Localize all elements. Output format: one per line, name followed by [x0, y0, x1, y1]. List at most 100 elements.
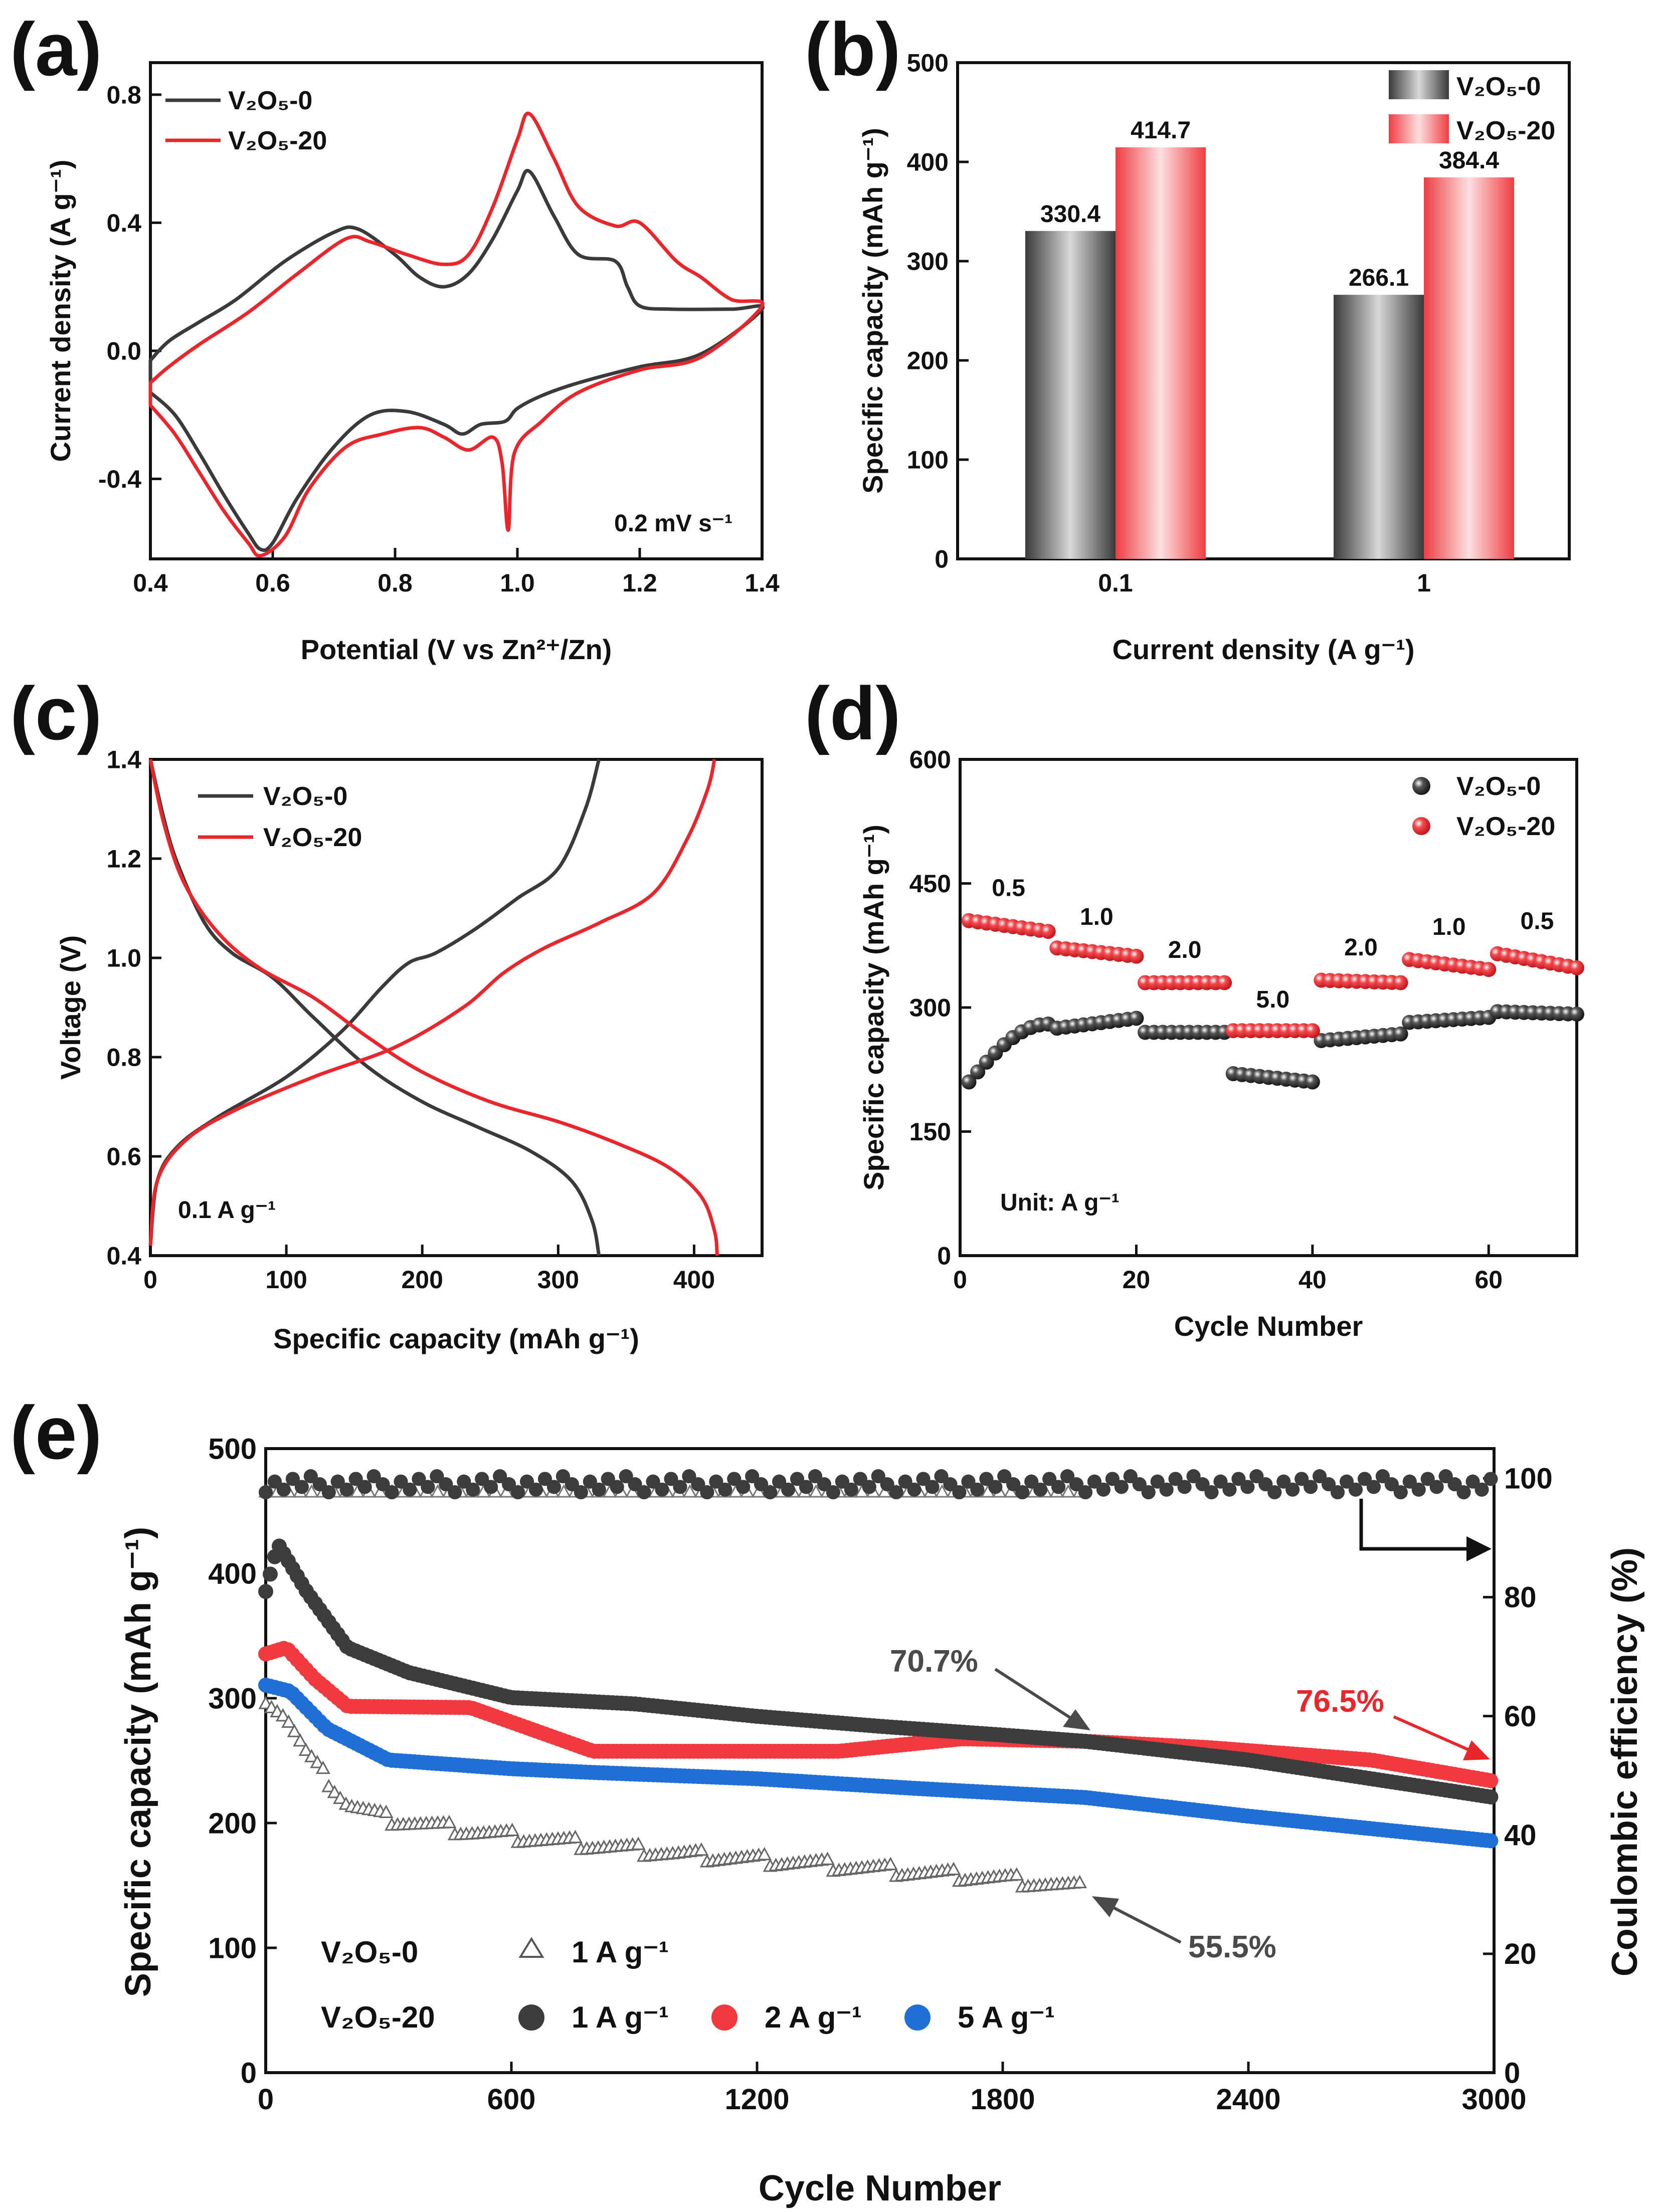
ce-point-1 — [267, 1474, 282, 1489]
bar-v2o5-0 — [1025, 231, 1116, 559]
rate-label: 5.0 — [1256, 986, 1289, 1013]
ce-point-1 — [574, 1485, 588, 1500]
panel-d-ylabel: Specific capacity (mAh g⁻¹) — [858, 825, 889, 1190]
x-tick-label: 2400 — [1216, 2083, 1280, 2116]
x-tick-label: 0.1 — [1098, 569, 1133, 597]
ce-point-1 — [1331, 1485, 1345, 1500]
y-tick-label: 400 — [907, 148, 949, 176]
rate-point-v2o5-20 — [1481, 962, 1497, 977]
x-tick-label: 200 — [402, 1266, 443, 1294]
ce-point-1 — [493, 1469, 507, 1484]
panel-d-series — [961, 913, 1584, 1090]
legend-marker-v2o5-0 — [1412, 777, 1430, 795]
panel-e-y2-axis-arrow — [1359, 1499, 1492, 1561]
capacity-point-0 — [442, 1815, 457, 1829]
legend-label-v2o5-20: V₂O₅-20 — [1456, 812, 1555, 841]
rate-point-v2o5-0 — [970, 1064, 986, 1080]
x-tick-label: 400 — [673, 1266, 715, 1294]
legend-swatch-v2o5-20 — [1389, 114, 1449, 143]
panel-a-series — [148, 111, 765, 558]
capacity-point-0 — [275, 1708, 290, 1722]
ce-point-1 — [1384, 1477, 1399, 1492]
panel-e-label: (e) — [10, 1390, 102, 1475]
legend-marker-v2o5-20-5a — [904, 2004, 931, 2031]
ce-point-1 — [1213, 1474, 1228, 1489]
panel-a-xlabel: Potential (V vs Zn²⁺/Zn) — [301, 634, 612, 665]
x-tick-label: 1.2 — [622, 569, 657, 597]
ce-point-1 — [871, 1469, 885, 1484]
bar-v2o5-20 — [1116, 147, 1206, 559]
legend-marker-v2o5-20-1a — [518, 2004, 544, 2031]
panel-c-legend: V₂O₅-0 V₂O₅-20 — [198, 782, 362, 852]
panel-c-ylabel: Voltage (V) — [55, 935, 86, 1080]
ce-point-1 — [394, 1474, 408, 1489]
bar-value-label: 414.7 — [1131, 117, 1191, 144]
legend-label-v2o5-20: V₂O₅-20 — [228, 126, 327, 155]
retention-label-v2o5-0-1a: 55.5% — [1188, 1930, 1276, 1964]
x-tick-label: 1.0 — [500, 569, 535, 597]
panel-d-rate-labels: 0.5 1.0 2.0 5.0 2.0 1.0 0.5 — [992, 875, 1554, 1013]
ce-point-1 — [276, 1482, 291, 1497]
ce-point-1 — [1123, 1469, 1138, 1484]
ce-point-1 — [1114, 1480, 1129, 1494]
ce-point-1 — [466, 1482, 480, 1497]
capacity-point-0 — [946, 1862, 961, 1875]
ce-point-1 — [529, 1482, 543, 1497]
x-tick-label: 0.6 — [255, 569, 290, 597]
legend-swatch-v2o5-0 — [1389, 70, 1449, 99]
ce-point-1 — [700, 1485, 714, 1500]
rate-point-v2o5-20 — [1040, 924, 1056, 939]
ce-point-1 — [457, 1474, 471, 1489]
ce-point-1 — [565, 1477, 579, 1492]
ce-point-1 — [1240, 1480, 1255, 1494]
ce-axis-arrowhead — [1466, 1536, 1492, 1561]
panel-a-label: (a) — [10, 7, 102, 91]
y-tick-label: 450 — [909, 870, 951, 898]
x-tick-label: 0 — [953, 1266, 967, 1294]
ce-point-1 — [736, 1480, 751, 1494]
rate-label: 1.0 — [1080, 904, 1114, 930]
x-tick-label: 60 — [1474, 1266, 1503, 1294]
ce-point-1 — [610, 1480, 624, 1494]
rate-label: 0.5 — [1521, 908, 1554, 934]
ce-point-1 — [1340, 1474, 1354, 1489]
ce-point-0 — [809, 1484, 824, 1498]
ce-point-1 — [1015, 1485, 1030, 1500]
ce-point-1 — [979, 1472, 994, 1486]
ce-point-1 — [1348, 1482, 1363, 1497]
legend-label-v2o5-20: V₂O₅-20 — [263, 823, 362, 852]
ce-point-1 — [1484, 1472, 1498, 1486]
y-tick-label: 600 — [909, 746, 951, 774]
retention-label-v2o5-20-1a: 70.7% — [890, 1644, 978, 1679]
ce-point-1 — [844, 1482, 858, 1497]
capacity-point-0 — [281, 1714, 296, 1728]
ce-point-1 — [1177, 1480, 1192, 1494]
ce-point-1 — [1060, 1469, 1075, 1484]
ce-point-0 — [557, 1484, 572, 1498]
panel-e-legend: V₂O₅-0 1 A g⁻¹ V₂O₅-20 1 A g⁻¹ 2 A g⁻¹ 5… — [321, 1935, 1055, 2034]
capacity-point-0 — [1009, 1867, 1024, 1881]
ce-point-1 — [970, 1482, 985, 1497]
bar-value-label: 384.4 — [1439, 147, 1499, 174]
ce-point-1 — [952, 1485, 967, 1500]
ce-point-1 — [357, 1480, 372, 1494]
ce-point-1 — [673, 1480, 687, 1494]
capacity-point-0 — [287, 1724, 302, 1737]
panel-c-x-ticks: 0 100 200 300 400 — [143, 1245, 715, 1294]
retention-arrow-v2o5-20-2a — [1393, 1715, 1480, 1756]
cv-curve-v2o5-0 — [148, 169, 765, 552]
ce-point-1 — [339, 1482, 354, 1497]
ce-point-1 — [1393, 1485, 1408, 1500]
x-tick-label: 0.4 — [133, 569, 168, 597]
legend-label-v2o5-20: V₂O₅-20 — [1456, 116, 1555, 145]
y-tick-label: 400 — [208, 1557, 257, 1590]
ce-point-1 — [1411, 1482, 1426, 1497]
panel-c-y-ticks: 0.4 0.6 0.8 1.0 1.2 1.4 — [106, 746, 161, 1270]
ce-point-1 — [898, 1474, 912, 1489]
ce-point-1 — [691, 1477, 705, 1492]
ce-point-1 — [448, 1485, 462, 1500]
ce-point-1 — [1024, 1474, 1039, 1489]
ce-point-1 — [808, 1469, 822, 1484]
legend-group-v2o5-0: V₂O₅-0 — [321, 1935, 418, 1969]
capacity-point-0 — [883, 1857, 898, 1870]
